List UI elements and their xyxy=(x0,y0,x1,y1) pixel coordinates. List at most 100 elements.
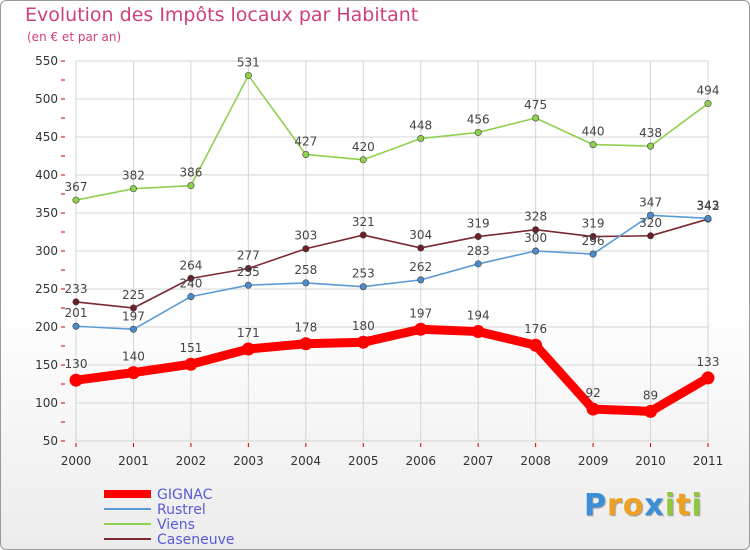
data-point-caseneuve xyxy=(417,244,425,252)
data-label-rustrel: 343 xyxy=(697,198,720,212)
data-point-viens xyxy=(359,156,367,164)
y-tick-label: 100 xyxy=(35,396,58,410)
chart-title: Evolution des Impôts locaux par Habitant xyxy=(25,4,419,26)
data-label-caseneuve: 319 xyxy=(467,217,490,231)
data-label-rustrel: 262 xyxy=(409,260,432,274)
data-point-gignac xyxy=(701,371,715,385)
legend-label-gignac: GIGNAC xyxy=(157,487,213,503)
data-label-viens: 440 xyxy=(582,125,605,139)
data-point-caseneuve xyxy=(474,233,482,241)
data-label-caseneuve: 328 xyxy=(524,210,547,224)
data-point-viens xyxy=(129,185,137,193)
axis-layer: 50 100 150 200 250 300 350 400 450 500 550 2000 2001… xyxy=(35,54,723,468)
data-label-rustrel: 201 xyxy=(65,306,88,320)
logo-letter: P xyxy=(584,488,607,523)
x-tick-label: 2009 xyxy=(578,454,609,468)
data-label-gignac: 194 xyxy=(467,309,490,323)
y-tick-label: 350 xyxy=(35,206,58,220)
y-tick-label: 150 xyxy=(35,358,58,372)
data-point-gignac xyxy=(644,404,658,418)
data-label-caseneuve: 342 xyxy=(697,199,720,213)
logo-letter: x xyxy=(644,488,665,523)
data-point-gignac xyxy=(586,402,600,416)
data-point-rustrel xyxy=(589,250,597,258)
x-tick-label: 2008 xyxy=(520,454,551,468)
y-tick-label: 200 xyxy=(35,320,58,334)
logo-letter: t xyxy=(676,488,692,523)
data-label-rustrel: 197 xyxy=(122,309,145,323)
data-label-gignac: 180 xyxy=(352,319,375,333)
data-label-viens: 448 xyxy=(409,119,432,133)
data-point-rustrel xyxy=(417,276,425,284)
data-label-viens: 475 xyxy=(524,98,547,112)
x-tick-label: 2004 xyxy=(291,454,322,468)
data-point-caseneuve xyxy=(72,298,80,306)
logo-letter: i xyxy=(664,488,677,523)
data-point-rustrel xyxy=(187,293,195,301)
data-label-gignac: 151 xyxy=(179,341,202,355)
data-point-gignac xyxy=(356,335,370,349)
data-label-gignac: 171 xyxy=(237,326,260,340)
logo-letter: r xyxy=(607,488,623,523)
x-tick-label: 2010 xyxy=(635,454,666,468)
data-label-rustrel: 255 xyxy=(237,265,260,279)
data-point-gignac xyxy=(126,366,140,380)
data-label-rustrel: 253 xyxy=(352,267,375,281)
data-label-gignac: 197 xyxy=(409,306,432,320)
data-label-caseneuve: 277 xyxy=(237,248,260,262)
data-point-caseneuve xyxy=(187,274,195,282)
data-label-caseneuve: 264 xyxy=(179,258,202,272)
data-label-gignac: 140 xyxy=(122,350,145,364)
data-label-rustrel: 240 xyxy=(179,277,202,291)
data-label-caseneuve: 319 xyxy=(582,217,605,231)
data-point-gignac xyxy=(69,373,83,387)
data-point-rustrel xyxy=(244,281,252,289)
x-tick-label: 2011 xyxy=(693,454,724,468)
data-point-caseneuve xyxy=(647,232,655,240)
legend-label-rustrel: Rustrel xyxy=(157,502,206,518)
series-line-viens xyxy=(75,74,709,201)
data-label-caseneuve: 304 xyxy=(409,228,432,242)
data-point-viens xyxy=(417,135,425,143)
data-label-viens: 386 xyxy=(179,166,202,180)
data-point-rustrel xyxy=(302,279,310,287)
data-label-caseneuve: 303 xyxy=(294,229,317,243)
data-label-viens: 438 xyxy=(639,126,662,140)
y-tick-label: 450 xyxy=(35,130,58,144)
data-point-gignac xyxy=(299,337,313,351)
y-tick-label: 500 xyxy=(35,92,58,106)
y-tick-label: 300 xyxy=(35,244,58,258)
data-point-rustrel xyxy=(647,211,655,219)
data-label-rustrel: 296 xyxy=(582,234,605,248)
data-point-caseneuve xyxy=(244,264,252,272)
data-label-caseneuve: 321 xyxy=(352,215,375,229)
data-label-rustrel: 300 xyxy=(524,231,547,245)
data-label-viens: 420 xyxy=(352,140,375,154)
data-point-viens xyxy=(72,196,80,204)
y-tick-label: 550 xyxy=(35,54,58,68)
data-point-gignac xyxy=(184,357,198,371)
series-line-rustrel xyxy=(75,214,709,331)
data-point-rustrel xyxy=(359,283,367,291)
proxiti-logo: Proxiti xyxy=(584,488,703,523)
data-label-viens: 382 xyxy=(122,169,145,183)
data-label-gignac: 176 xyxy=(524,322,547,336)
data-point-caseneuve xyxy=(129,304,137,312)
y-tick-label: 400 xyxy=(35,168,58,182)
series-line-gignac xyxy=(71,324,713,416)
data-label-rustrel: 283 xyxy=(467,244,490,258)
data-label-caseneuve: 320 xyxy=(639,216,662,230)
series-line-caseneuve xyxy=(75,218,709,309)
data-label-caseneuve: 233 xyxy=(65,282,88,296)
data-label-viens: 494 xyxy=(697,84,720,98)
data-point-rustrel xyxy=(704,214,712,222)
data-label-layer: 367 382 386 531 427 420 448 456 475 440 438 494 233 2… xyxy=(65,55,720,402)
data-point-caseneuve xyxy=(359,231,367,239)
data-label-caseneuve: 225 xyxy=(122,288,145,302)
logo-letter: o xyxy=(622,488,645,523)
data-point-viens xyxy=(532,114,540,122)
chart-subtitle: (en € et par an) xyxy=(27,30,122,44)
